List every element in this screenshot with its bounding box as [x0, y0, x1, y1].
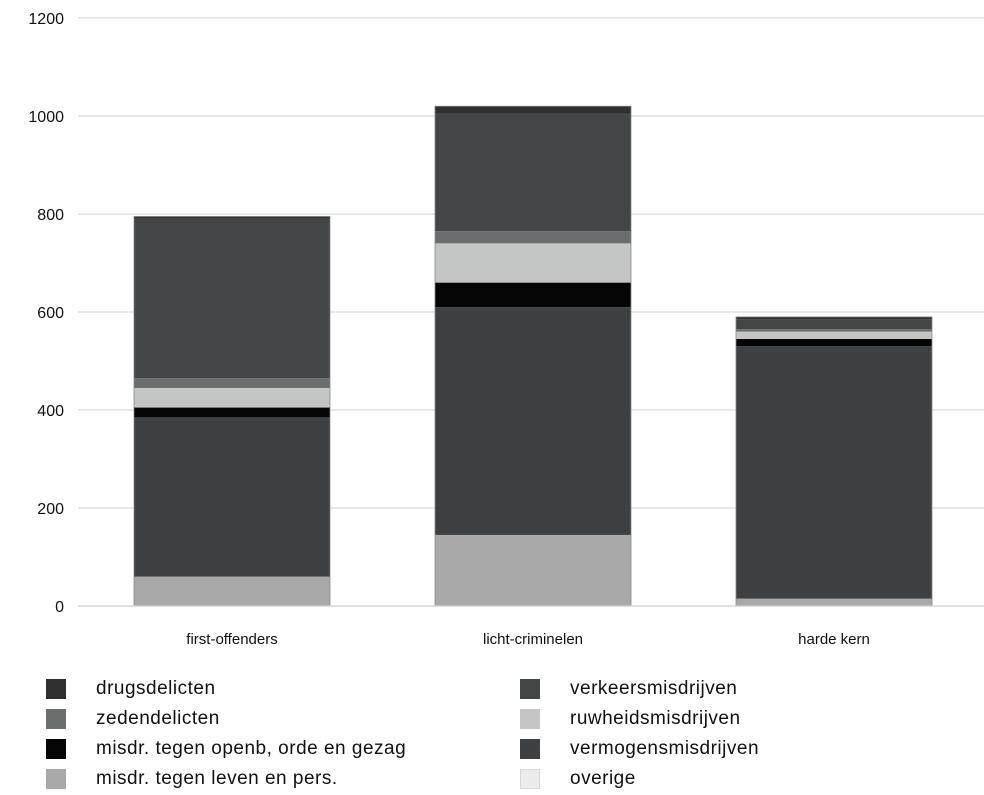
legend-item-verkeersmisdrijven: verkeersmisdrijven — [520, 676, 737, 702]
bar-segment — [736, 331, 932, 339]
legend-swatch — [46, 739, 66, 759]
legend-item-vermogensmisdrijven: vermogensmisdrijven — [520, 736, 759, 762]
legend-item-leven-en-pers: misdr. tegen leven en pers. — [46, 766, 338, 792]
bar-segment — [134, 387, 330, 408]
bar-segment — [134, 417, 330, 577]
x-axis-categories: first-offenders licht-criminelen harde ker… — [186, 631, 870, 648]
legend-swatch — [520, 769, 540, 789]
legend-item-overige: overige — [520, 766, 636, 792]
y-tick-label: 1000 — [28, 109, 64, 126]
bar-segment — [435, 243, 631, 283]
legend-item-openbare-orde: misdr. tegen openb, orde en gezag — [46, 736, 406, 762]
legend-swatch — [46, 709, 66, 729]
bar-segment — [435, 106, 631, 114]
y-tick-label: 1200 — [28, 11, 64, 28]
legend-label: drugsdelicten — [96, 678, 216, 699]
bar-segment — [134, 407, 330, 418]
bar-segment — [435, 113, 631, 232]
legend-item-drugsdelicten: drugsdelicten — [46, 676, 216, 702]
bar-segment — [134, 218, 330, 379]
bar-segment — [736, 338, 932, 347]
y-tick-label: 400 — [37, 403, 64, 420]
legend: drugsdelicten zedendelicten misdr. tegen… — [0, 672, 984, 792]
legend-label: zedendelicten — [96, 708, 220, 729]
y-tick-label: 200 — [37, 501, 64, 518]
legend-label: misdr. tegen openb, orde en gezag — [96, 738, 407, 759]
legend-item-ruwheidsmisdrijven: ruwheidsmisdrijven — [520, 706, 741, 732]
y-axis-ticks: 0 200 400 600 800 1000 1200 — [28, 11, 64, 616]
stacked-bar-chart: 0 200 400 600 800 1000 1200 first-offenders lic… — [28, 11, 984, 648]
legend-item-zedendelicten: zedendelicten — [46, 706, 220, 732]
y-tick-label: 800 — [37, 207, 64, 224]
bar-segment — [134, 378, 330, 388]
bar-segment — [736, 316, 932, 320]
legend-label: ruwheidsmisdrijven — [570, 708, 741, 729]
bar-segment — [134, 576, 330, 606]
bars — [133, 105, 933, 607]
bar-segment — [736, 598, 932, 606]
bar-segment — [736, 346, 932, 599]
legend-label: vermogensmisdrijven — [570, 738, 760, 759]
x-category-label: licht-criminelen — [483, 631, 583, 648]
bar-segment — [435, 307, 631, 535]
bar-segment — [435, 534, 631, 606]
bar-segment — [736, 329, 932, 332]
bar-segment — [134, 216, 330, 219]
legend-label: misdr. tegen leven en pers. — [96, 768, 338, 789]
bar-segment — [435, 282, 631, 308]
bar-segment — [736, 319, 932, 330]
legend-label: overige — [570, 768, 636, 789]
legend-swatch — [520, 739, 540, 759]
bar-segment — [435, 231, 631, 244]
x-category-label: first-offenders — [186, 631, 277, 648]
legend-swatch — [520, 709, 540, 729]
legend-swatch — [46, 769, 66, 789]
y-tick-label: 0 — [55, 599, 64, 616]
legend-swatch — [46, 679, 66, 699]
x-category-label: harde kern — [798, 631, 870, 648]
legend-label: verkeersmisdrijven — [570, 678, 738, 699]
legend-swatch — [520, 679, 540, 699]
y-tick-label: 600 — [37, 305, 64, 322]
